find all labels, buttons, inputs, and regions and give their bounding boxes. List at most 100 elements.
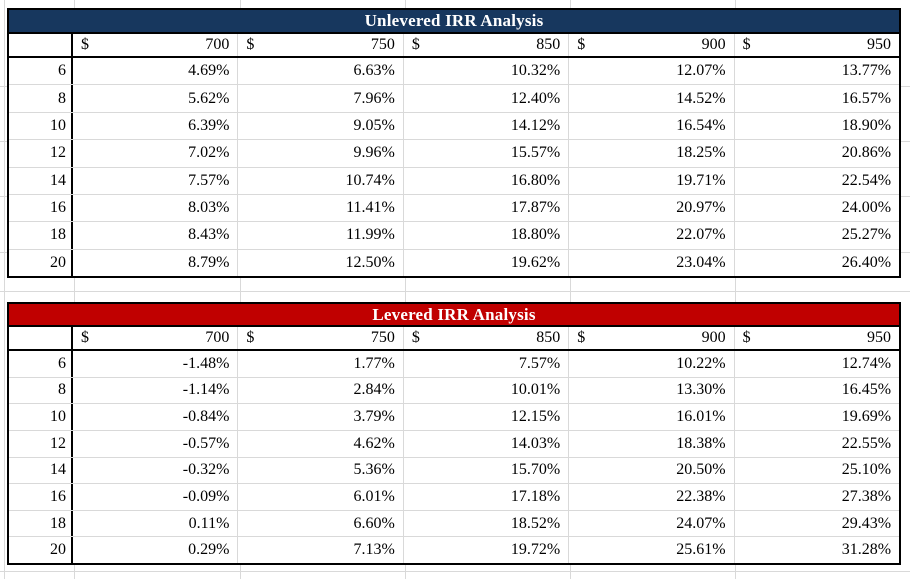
irr-value-cell[interactable]: 2.84% bbox=[237, 377, 403, 404]
irr-value-cell[interactable]: 16.45% bbox=[733, 377, 900, 404]
irr-value-cell[interactable]: 1.77% bbox=[237, 351, 403, 377]
column-header-cell[interactable]: $850 bbox=[402, 327, 569, 349]
irr-value-cell[interactable]: 19.69% bbox=[733, 404, 900, 430]
irr-value-cell[interactable]: 18.25% bbox=[568, 140, 734, 167]
irr-value-cell[interactable]: 6.60% bbox=[237, 510, 403, 537]
irr-value-cell[interactable]: 7.57% bbox=[402, 351, 569, 377]
irr-value-cell[interactable]: 8.43% bbox=[73, 222, 238, 249]
irr-value-cell[interactable]: 4.69% bbox=[73, 58, 238, 85]
irr-value-cell[interactable]: -0.57% bbox=[73, 430, 238, 457]
irr-value-cell[interactable]: 17.18% bbox=[402, 484, 569, 510]
irr-value-cell[interactable]: 26.40% bbox=[733, 249, 900, 276]
irr-value-cell[interactable]: 12.07% bbox=[568, 58, 734, 85]
irr-value-cell[interactable]: 10.01% bbox=[402, 377, 569, 404]
row-label-cell[interactable]: 12 bbox=[9, 430, 73, 457]
irr-value-cell[interactable]: 29.43% bbox=[733, 510, 900, 537]
irr-value-cell[interactable]: 14.12% bbox=[402, 112, 569, 140]
row-label-cell[interactable]: 18 bbox=[9, 222, 73, 249]
column-header-cell[interactable]: $900 bbox=[568, 327, 734, 349]
irr-value-cell[interactable]: 13.77% bbox=[733, 58, 900, 85]
row-label-cell[interactable]: 10 bbox=[9, 112, 73, 140]
irr-value-cell[interactable]: 7.02% bbox=[73, 140, 238, 167]
irr-value-cell[interactable]: 18.90% bbox=[733, 112, 900, 140]
irr-value-cell[interactable]: 18.80% bbox=[402, 222, 569, 249]
irr-value-cell[interactable]: 11.99% bbox=[237, 222, 403, 249]
column-header-cell[interactable]: $700 bbox=[73, 34, 238, 56]
column-header-cell[interactable]: $900 bbox=[568, 34, 734, 56]
irr-value-cell[interactable]: 16.80% bbox=[402, 167, 569, 194]
column-header-cell[interactable]: $700 bbox=[73, 327, 238, 349]
row-label-cell[interactable]: 6 bbox=[9, 351, 73, 377]
irr-value-cell[interactable]: 7.96% bbox=[237, 85, 403, 112]
row-label-cell[interactable]: 16 bbox=[9, 194, 73, 222]
row-label-cell[interactable]: 14 bbox=[9, 167, 73, 194]
irr-value-cell[interactable]: 20.86% bbox=[733, 140, 900, 167]
row-label-cell[interactable]: 18 bbox=[9, 510, 73, 537]
row-label-cell[interactable]: 16 bbox=[9, 484, 73, 510]
irr-value-cell[interactable]: 9.96% bbox=[237, 140, 403, 167]
irr-value-cell[interactable]: 19.72% bbox=[402, 537, 569, 563]
irr-value-cell[interactable]: 5.62% bbox=[73, 85, 238, 112]
irr-value-cell[interactable]: 24.07% bbox=[568, 510, 734, 537]
irr-value-cell[interactable]: 9.05% bbox=[237, 112, 403, 140]
irr-value-cell[interactable]: 12.15% bbox=[402, 404, 569, 430]
irr-value-cell[interactable]: 15.70% bbox=[402, 457, 569, 484]
irr-value-cell[interactable]: 13.30% bbox=[568, 377, 734, 404]
irr-value-cell[interactable]: 18.38% bbox=[568, 430, 734, 457]
irr-value-cell[interactable]: 22.54% bbox=[733, 167, 900, 194]
irr-value-cell[interactable]: 8.79% bbox=[73, 249, 238, 276]
irr-value-cell[interactable]: 25.61% bbox=[568, 537, 734, 563]
row-label-cell[interactable]: 14 bbox=[9, 457, 73, 484]
irr-value-cell[interactable]: 18.52% bbox=[402, 510, 569, 537]
irr-value-cell[interactable]: 14.03% bbox=[402, 430, 569, 457]
irr-value-cell[interactable]: 16.54% bbox=[568, 112, 734, 140]
irr-value-cell[interactable]: -0.84% bbox=[73, 404, 238, 430]
irr-value-cell[interactable]: 16.01% bbox=[568, 404, 734, 430]
row-label-cell[interactable]: 6 bbox=[9, 58, 73, 85]
irr-value-cell[interactable]: 22.38% bbox=[568, 484, 734, 510]
irr-value-cell[interactable]: 5.36% bbox=[237, 457, 403, 484]
corner-cell[interactable] bbox=[9, 34, 73, 56]
irr-value-cell[interactable]: 10.32% bbox=[402, 58, 569, 85]
irr-value-cell[interactable]: 4.62% bbox=[237, 430, 403, 457]
irr-value-cell[interactable]: 22.07% bbox=[568, 222, 734, 249]
row-label-cell[interactable]: 10 bbox=[9, 404, 73, 430]
irr-value-cell[interactable]: 27.38% bbox=[733, 484, 900, 510]
row-label-cell[interactable]: 20 bbox=[9, 249, 73, 276]
column-header-cell[interactable]: $750 bbox=[237, 34, 403, 56]
irr-value-cell[interactable]: 19.62% bbox=[402, 249, 569, 276]
irr-value-cell[interactable]: 6.39% bbox=[73, 112, 238, 140]
irr-value-cell[interactable]: 0.11% bbox=[73, 510, 238, 537]
irr-value-cell[interactable]: 12.74% bbox=[733, 351, 900, 377]
irr-value-cell[interactable]: 8.03% bbox=[73, 194, 238, 222]
irr-value-cell[interactable]: 6.63% bbox=[237, 58, 403, 85]
irr-value-cell[interactable]: 17.87% bbox=[402, 194, 569, 222]
irr-value-cell[interactable]: 20.97% bbox=[568, 194, 734, 222]
irr-value-cell[interactable]: 3.79% bbox=[237, 404, 403, 430]
irr-value-cell[interactable]: 7.13% bbox=[237, 537, 403, 563]
irr-value-cell[interactable]: -0.32% bbox=[73, 457, 238, 484]
column-header-cell[interactable]: $950 bbox=[733, 327, 900, 349]
column-header-cell[interactable]: $950 bbox=[733, 34, 900, 56]
irr-value-cell[interactable]: 25.27% bbox=[733, 222, 900, 249]
irr-value-cell[interactable]: -0.09% bbox=[73, 484, 238, 510]
column-header-cell[interactable]: $850 bbox=[402, 34, 569, 56]
irr-value-cell[interactable]: 25.10% bbox=[733, 457, 900, 484]
irr-value-cell[interactable]: 20.50% bbox=[568, 457, 734, 484]
unlevered-title-cell[interactable]: Unlevered IRR Analysis bbox=[9, 10, 899, 34]
irr-value-cell[interactable]: 22.55% bbox=[733, 430, 900, 457]
irr-value-cell[interactable]: 23.04% bbox=[568, 249, 734, 276]
row-label-cell[interactable]: 12 bbox=[9, 140, 73, 167]
irr-value-cell[interactable]: 10.74% bbox=[237, 167, 403, 194]
irr-value-cell[interactable]: 7.57% bbox=[73, 167, 238, 194]
irr-value-cell[interactable]: 19.71% bbox=[568, 167, 734, 194]
irr-value-cell[interactable]: 11.41% bbox=[237, 194, 403, 222]
irr-value-cell[interactable]: 24.00% bbox=[733, 194, 900, 222]
corner-cell[interactable] bbox=[9, 327, 73, 349]
irr-value-cell[interactable]: 6.01% bbox=[237, 484, 403, 510]
levered-title-cell[interactable]: Levered IRR Analysis bbox=[9, 304, 899, 327]
row-label-cell[interactable]: 8 bbox=[9, 85, 73, 112]
irr-value-cell[interactable]: 16.57% bbox=[733, 85, 900, 112]
irr-value-cell[interactable]: -1.48% bbox=[73, 351, 238, 377]
irr-value-cell[interactable]: 15.57% bbox=[402, 140, 569, 167]
